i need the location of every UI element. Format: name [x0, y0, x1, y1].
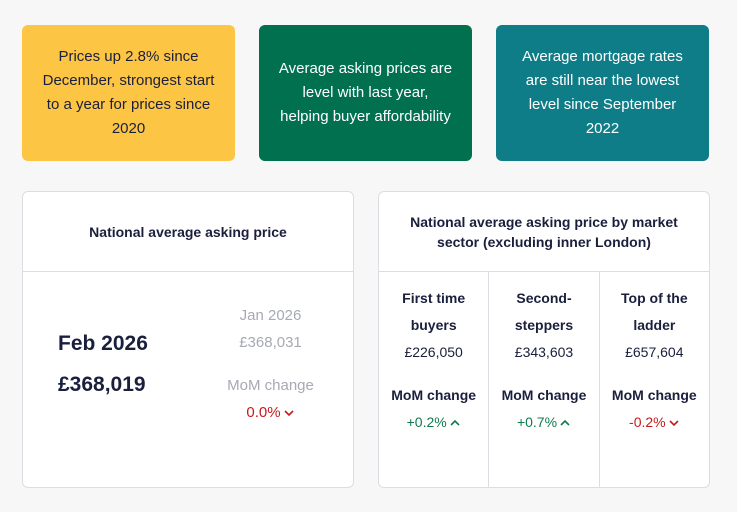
sector-mom-label: MoM change — [611, 387, 697, 403]
highlight-prices-up: Prices up 2.8% since December, strongest… — [22, 25, 235, 161]
mom-value-text: 0.0% — [246, 404, 281, 421]
national-price-card: National average asking price Feb 2026 £… — [22, 191, 354, 488]
sector-price-card: National average asking price by market … — [378, 191, 710, 488]
highlight-text: Prices up 2.8% since December, strongest… — [42, 48, 215, 137]
highlight-mortgage-rates: Average mortgage rates are still near th… — [496, 25, 709, 161]
sector-price: £657,604 — [625, 344, 684, 360]
sector-change: +0.7% — [489, 409, 598, 436]
highlight-asking-level: Average asking prices are level with las… — [259, 25, 472, 161]
sector-change: -0.2% — [600, 409, 709, 436]
chevron-down-icon — [284, 410, 294, 417]
highlight-text: Average mortgage rates are still near th… — [522, 48, 683, 137]
current-price: £368,019 — [58, 373, 146, 396]
sector-change-text: +0.7% — [516, 414, 558, 430]
previous-price: £368,031 — [239, 334, 302, 351]
sector-top-of-ladder: Top of the ladder £657,604 MoM change -0… — [600, 272, 709, 487]
sector-change-text: -0.2% — [629, 414, 666, 430]
previous-period: Jan 2026 — [239, 307, 302, 324]
sector-mom-label: MoM change — [391, 387, 477, 403]
card-title: National average asking price by market … — [379, 192, 709, 272]
chevron-down-icon — [669, 420, 679, 427]
chevron-up-icon — [560, 420, 570, 426]
card-title: National average asking price — [23, 192, 353, 272]
sector-price: £226,050 — [404, 344, 463, 360]
sector-name: First time buyers — [402, 290, 466, 333]
sector-first-time-buyers: First time buyers £226,050 MoM change +0… — [379, 272, 490, 487]
sector-mom-label: MoM change — [501, 387, 587, 403]
current-period: Feb 2026 — [58, 332, 148, 355]
sector-change-text: +0.2% — [406, 414, 447, 430]
mom-label: MoM change — [227, 377, 314, 394]
sector-name: Top of the ladder — [621, 290, 688, 333]
mom-value: 0.0% — [213, 404, 328, 421]
sector-name: Second-steppers — [514, 290, 574, 333]
sector-second-steppers: Second-steppers £343,603 MoM change +0.7… — [489, 272, 600, 487]
highlight-text: Average asking prices are level with las… — [278, 60, 453, 125]
chevron-up-icon — [450, 420, 460, 426]
sector-price: £343,603 — [514, 344, 574, 360]
sector-change: +0.2% — [379, 409, 488, 436]
